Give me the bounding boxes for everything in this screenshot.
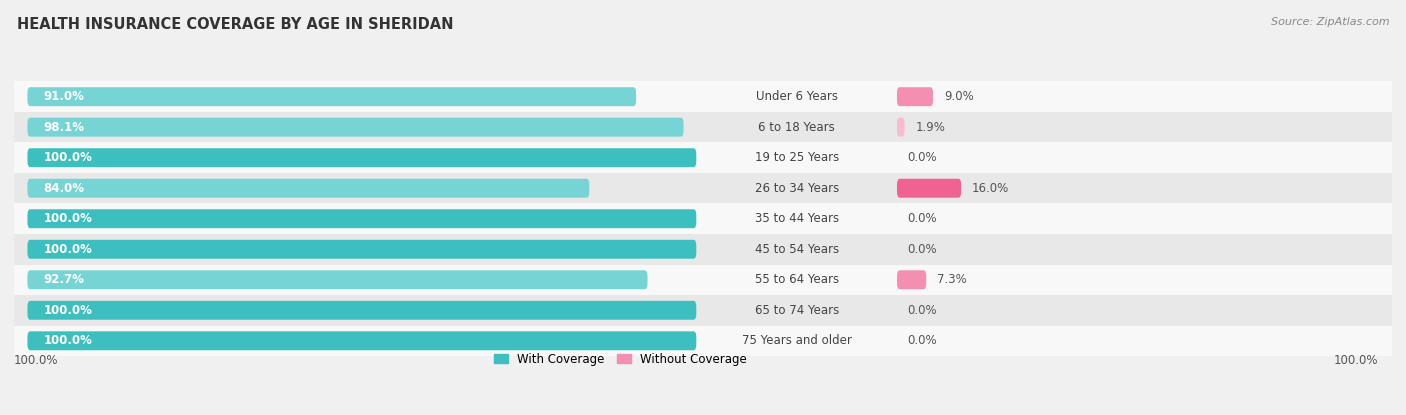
FancyBboxPatch shape	[897, 87, 934, 106]
Bar	[14, 264, 1392, 295]
Text: 9.0%: 9.0%	[943, 90, 973, 103]
Text: 100.0%: 100.0%	[44, 151, 93, 164]
Text: 98.1%: 98.1%	[44, 121, 84, 134]
Text: 0.0%: 0.0%	[908, 212, 938, 225]
Bar	[14, 203, 1392, 234]
Text: 7.3%: 7.3%	[936, 273, 967, 286]
FancyBboxPatch shape	[897, 270, 927, 289]
Text: Under 6 Years: Under 6 Years	[755, 90, 838, 103]
Text: 84.0%: 84.0%	[44, 182, 84, 195]
Text: 100.0%: 100.0%	[44, 304, 93, 317]
Text: HEALTH INSURANCE COVERAGE BY AGE IN SHERIDAN: HEALTH INSURANCE COVERAGE BY AGE IN SHER…	[17, 17, 453, 32]
Text: 45 to 54 Years: 45 to 54 Years	[755, 243, 839, 256]
FancyBboxPatch shape	[28, 179, 589, 198]
Text: 75 Years and older: 75 Years and older	[742, 334, 852, 347]
FancyBboxPatch shape	[28, 209, 696, 228]
Bar	[14, 325, 1392, 356]
Text: 100.0%: 100.0%	[44, 334, 93, 347]
FancyBboxPatch shape	[28, 270, 648, 289]
Text: 100.0%: 100.0%	[1334, 354, 1378, 367]
Legend: With Coverage, Without Coverage: With Coverage, Without Coverage	[494, 352, 747, 366]
Text: 26 to 34 Years: 26 to 34 Years	[755, 182, 839, 195]
Bar	[14, 234, 1392, 264]
Bar	[14, 81, 1392, 112]
Text: 35 to 44 Years: 35 to 44 Years	[755, 212, 839, 225]
Text: 92.7%: 92.7%	[44, 273, 84, 286]
FancyBboxPatch shape	[897, 179, 962, 198]
Bar	[14, 173, 1392, 203]
FancyBboxPatch shape	[28, 240, 696, 259]
Text: 55 to 64 Years: 55 to 64 Years	[755, 273, 839, 286]
Text: 91.0%: 91.0%	[44, 90, 84, 103]
Text: 100.0%: 100.0%	[14, 354, 59, 367]
FancyBboxPatch shape	[28, 301, 696, 320]
FancyBboxPatch shape	[28, 148, 696, 167]
Text: 19 to 25 Years: 19 to 25 Years	[755, 151, 839, 164]
Bar	[14, 112, 1392, 142]
Text: 0.0%: 0.0%	[908, 304, 938, 317]
FancyBboxPatch shape	[897, 118, 904, 137]
Text: 100.0%: 100.0%	[44, 212, 93, 225]
FancyBboxPatch shape	[28, 87, 636, 106]
Text: Source: ZipAtlas.com: Source: ZipAtlas.com	[1271, 17, 1389, 27]
FancyBboxPatch shape	[28, 331, 696, 350]
Text: 0.0%: 0.0%	[908, 151, 938, 164]
Text: 65 to 74 Years: 65 to 74 Years	[755, 304, 839, 317]
Text: 0.0%: 0.0%	[908, 243, 938, 256]
Text: 0.0%: 0.0%	[908, 334, 938, 347]
Text: 1.9%: 1.9%	[915, 121, 945, 134]
Text: 16.0%: 16.0%	[972, 182, 1010, 195]
Bar	[14, 142, 1392, 173]
Text: 6 to 18 Years: 6 to 18 Years	[758, 121, 835, 134]
Bar	[14, 295, 1392, 325]
Text: 100.0%: 100.0%	[44, 243, 93, 256]
FancyBboxPatch shape	[28, 118, 683, 137]
